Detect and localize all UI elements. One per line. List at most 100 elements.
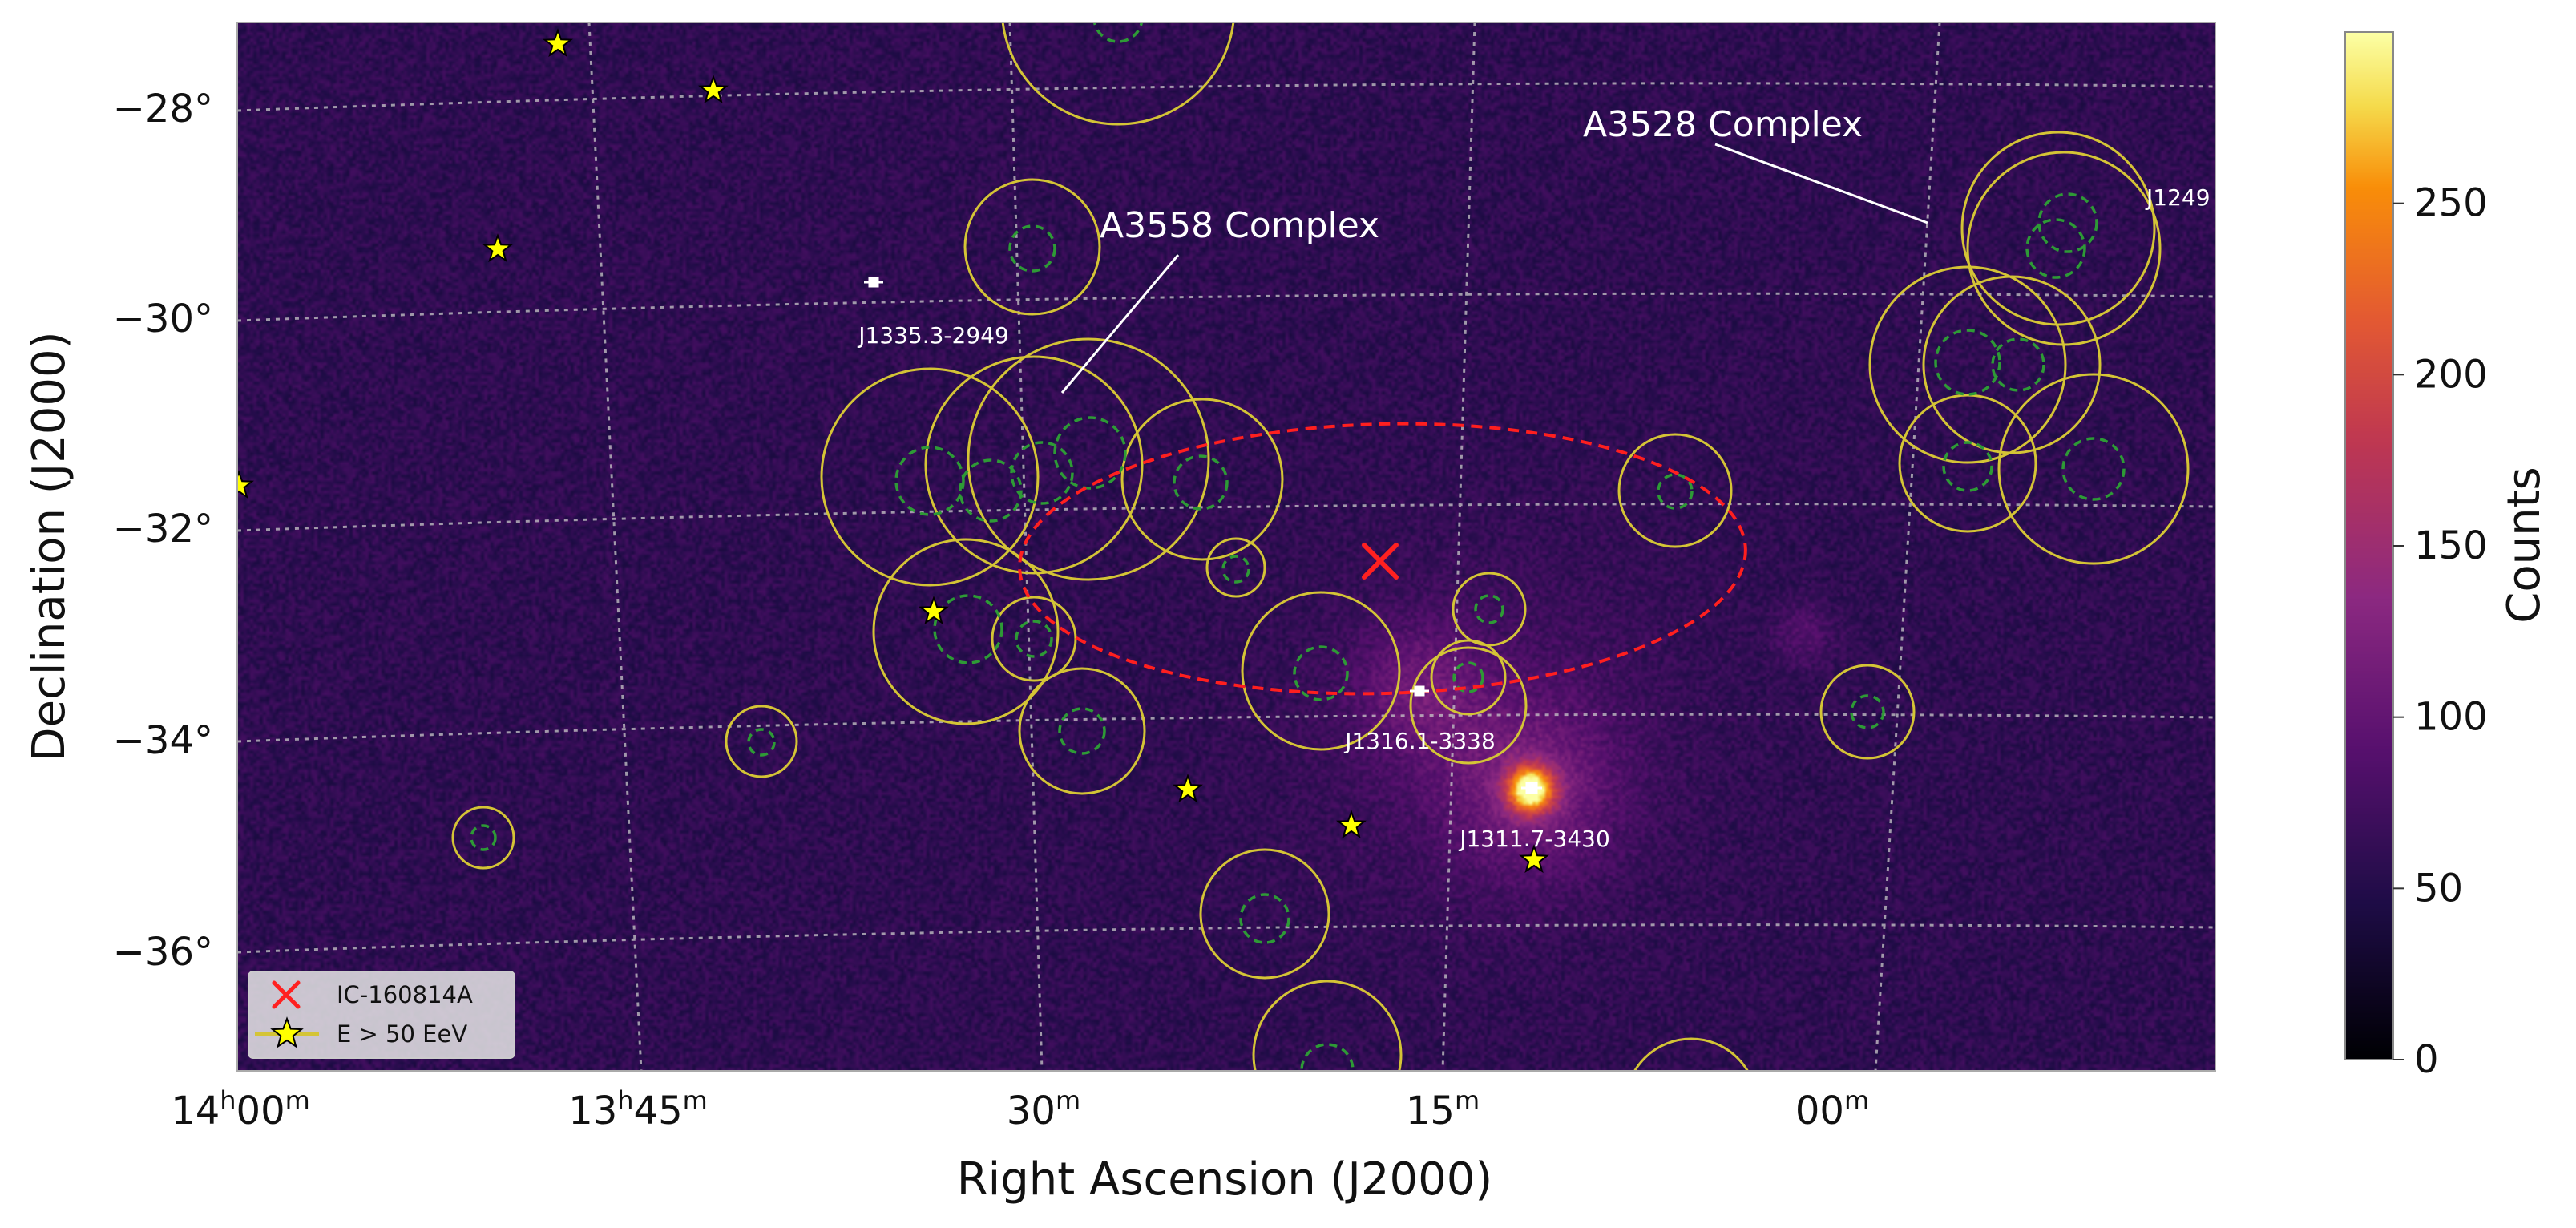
colorbar-label: Counts — [2498, 467, 2550, 623]
source-marker-j1311 — [1521, 782, 1542, 794]
cluster-circle — [1018, 667, 1146, 795]
cluster-core — [470, 824, 497, 851]
cluster-circle — [725, 705, 798, 778]
colorbar-tick-label: 100 — [2414, 695, 2488, 740]
colorbar-tick-label: 0 — [2414, 1037, 2439, 1082]
cluster-core — [1293, 645, 1349, 701]
cluster-circle — [1120, 398, 1284, 561]
cluster-circle — [991, 596, 1077, 682]
cluster-core — [1942, 441, 1993, 492]
cluster-core — [1221, 555, 1250, 584]
cluster-core — [2037, 192, 2098, 253]
uhecr-events — [237, 28, 1549, 874]
colorbar-tick-label: 250 — [2414, 181, 2488, 226]
cluster-circle — [1819, 664, 1916, 760]
grid-dec-28 — [237, 82, 2215, 112]
j1311-label: J1311.7-3430 — [1458, 826, 1610, 852]
uhecr-star-marker — [1336, 810, 1367, 839]
cluster-core — [1239, 893, 1290, 944]
cluster-circle — [872, 538, 1060, 725]
cluster-circle — [1430, 639, 1507, 716]
j1249-label: J1249 — [2145, 184, 2211, 211]
cluster-core — [1053, 416, 1127, 490]
cluster-core — [1934, 329, 2001, 396]
uhecr-star-marker — [1173, 774, 1203, 803]
colorbar-tick-label: 150 — [2414, 523, 2488, 568]
cluster-circle — [1001, 22, 1235, 126]
point-sources — [864, 277, 1542, 794]
uhecr-star-marker — [237, 470, 254, 499]
a3558-pointer-line — [1060, 254, 1180, 394]
grid-ra-13h50 — [587, 22, 643, 1071]
cluster-circle — [1452, 572, 1527, 647]
a3528-label: A3528 Complex — [1583, 104, 1863, 145]
cluster-circle — [1966, 151, 2162, 346]
grid-dec-32 — [237, 503, 2215, 532]
cluster-core — [1452, 661, 1484, 693]
coordinate-grid — [237, 22, 2215, 1071]
cluster-circle — [1252, 980, 1403, 1071]
legend-star-icon — [270, 1016, 304, 1048]
cluster-circle — [967, 337, 1210, 581]
cluster-circle — [1199, 848, 1330, 980]
cluster-core — [1058, 707, 1106, 755]
j1335-label: J1335.3-2949 — [857, 322, 1009, 349]
colorbar-gradient — [2345, 32, 2393, 1060]
cluster-circle — [1617, 433, 1733, 548]
x-tick-label: 00m — [1795, 1085, 1869, 1133]
cluster-core — [747, 728, 776, 757]
legend-neutrino-label: IC-160814A — [337, 981, 473, 1008]
cluster-core — [1173, 454, 1229, 511]
cluster-core — [1474, 594, 1504, 624]
legend-neutrino-icon — [272, 980, 301, 1009]
cluster-circle — [1997, 373, 2190, 565]
y-tick-label: −28° — [113, 87, 213, 131]
x-tick-label: 15m — [1406, 1085, 1480, 1133]
legend-uhecr-icon — [270, 1016, 304, 1048]
cluster-circle — [1960, 131, 2156, 326]
uhecr-star-marker — [543, 28, 573, 58]
cluster-core — [894, 446, 965, 516]
colorbar-tick-label: 50 — [2414, 866, 2463, 911]
x-axis-label: Right Ascension (J2000) — [957, 1153, 1493, 1206]
uhecr-star-marker — [482, 233, 513, 263]
cluster-core — [1850, 694, 1885, 729]
cluster-circle — [1241, 591, 1401, 751]
a3558-label: A3558 Complex — [1100, 205, 1379, 246]
neutrino-marker — [1362, 543, 1399, 580]
cluster-circle — [1898, 394, 2037, 533]
x-tick-label: 30m — [1007, 1085, 1080, 1133]
cluster-circle — [1409, 646, 1528, 765]
cluster-circles — [451, 22, 2190, 1071]
grid-dec-36 — [237, 923, 2215, 954]
cluster-core — [959, 458, 1023, 523]
uhecr-star-marker — [698, 75, 729, 104]
cluster-core — [1008, 224, 1056, 273]
colorbar-ticks: 0 50 100 150 200 250 — [2393, 181, 2488, 1082]
cluster-circle — [820, 367, 1040, 587]
grid-dec-30 — [237, 292, 2215, 322]
cluster-circle — [1922, 275, 2102, 454]
cluster-circle — [1633, 1037, 1750, 1071]
source-marker-j1335 — [864, 277, 883, 288]
uhecr-star-marker — [1519, 844, 1549, 874]
y-tick-label: −36° — [113, 930, 213, 975]
cluster-core — [1015, 620, 1053, 658]
grid-ra-13h35 — [1008, 22, 1044, 1071]
y-tick-label: −30° — [113, 297, 213, 341]
source-marker-j1316 — [1410, 685, 1429, 697]
cluster-circle — [451, 806, 515, 870]
cluster-circle — [1868, 265, 2067, 464]
y-tick-label: −32° — [113, 507, 213, 551]
legend-box — [248, 971, 515, 1059]
cluster-circle — [1205, 537, 1266, 598]
cluster-circle — [963, 178, 1101, 316]
cluster-core — [933, 594, 1003, 664]
grid-ra-13h20 — [1441, 22, 1476, 1071]
cluster-core — [2061, 437, 2126, 501]
cluster-core — [1092, 22, 1144, 43]
j1316-label: J1316.1-3338 — [1343, 728, 1496, 754]
x-tick-label: 14h00m — [171, 1085, 310, 1133]
